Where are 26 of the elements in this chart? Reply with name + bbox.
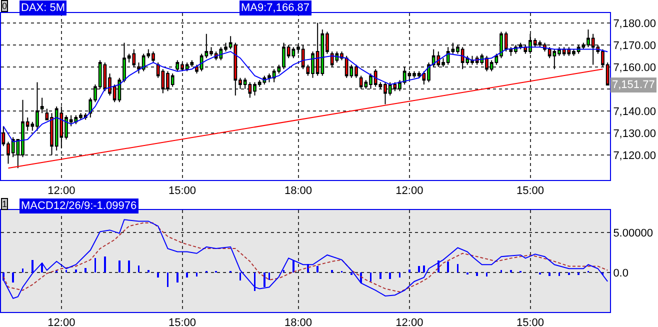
x-tick-label: 18:00 (284, 317, 312, 327)
x-tick-label: 12:00 (396, 317, 424, 327)
y-tick-label: 7,120.00 (613, 150, 656, 162)
y-tick-label: 7,160.00 (613, 62, 656, 74)
x-tick-label: 12:00 (48, 317, 76, 327)
y-tick-label: 7,180.00 (613, 18, 656, 30)
text: 1 (2, 199, 8, 209)
x-tick-label: 15:00 (168, 317, 196, 327)
y-tick-label: 7,130.00 (613, 128, 656, 140)
text: 7,151.77 (612, 79, 655, 91)
text: 0 (2, 1, 8, 11)
y-tick-label: 0.0 (613, 268, 628, 280)
candlestick (40, 97, 44, 114)
y-tick-label: 5.00000 (613, 227, 653, 240)
y-tick-label: 7,140.00 (613, 106, 656, 118)
x-tick-label: 12:00 (396, 185, 424, 198)
chart-subtitle: MA9:7,166.87 (241, 2, 310, 14)
chart-title: MACD12/26/9:-1.09976 (21, 200, 137, 212)
x-tick-label: 18:00 (284, 185, 312, 198)
line-series (2, 46, 608, 142)
y-tick-label: 7,170.00 (613, 40, 656, 52)
x-tick-label: 12:00 (48, 185, 76, 198)
chart-title: DAX: 5M (21, 2, 66, 14)
x-tick-label: 15:00 (516, 317, 544, 327)
x-tick-label: 15:00 (516, 185, 544, 198)
x-tick-label: 15:00 (168, 185, 196, 198)
